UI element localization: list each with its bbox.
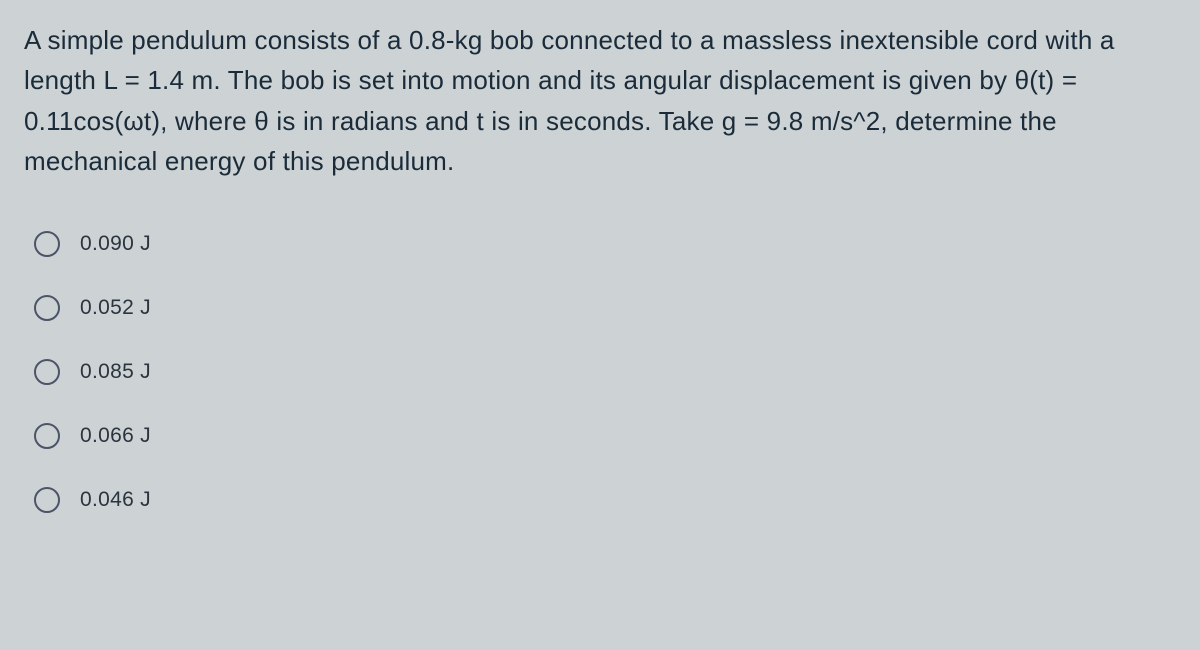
radio-icon[interactable] — [34, 487, 60, 513]
option-label: 0.085 J — [80, 360, 151, 384]
option-row[interactable]: 0.066 J — [34, 423, 1176, 449]
option-label: 0.066 J — [80, 424, 151, 448]
option-row[interactable]: 0.052 J — [34, 295, 1176, 321]
option-row[interactable]: 0.046 J — [34, 487, 1176, 513]
radio-icon[interactable] — [34, 231, 60, 257]
option-label: 0.090 J — [80, 232, 151, 256]
option-label: 0.052 J — [80, 296, 151, 320]
radio-icon[interactable] — [34, 359, 60, 385]
radio-icon[interactable] — [34, 423, 60, 449]
options-container: 0.090 J 0.052 J 0.085 J 0.066 J 0.046 J — [24, 231, 1176, 513]
question-text: A simple pendulum consists of a 0.8-kg b… — [24, 20, 1176, 181]
option-row[interactable]: 0.085 J — [34, 359, 1176, 385]
option-label: 0.046 J — [80, 488, 151, 512]
option-row[interactable]: 0.090 J — [34, 231, 1176, 257]
radio-icon[interactable] — [34, 295, 60, 321]
